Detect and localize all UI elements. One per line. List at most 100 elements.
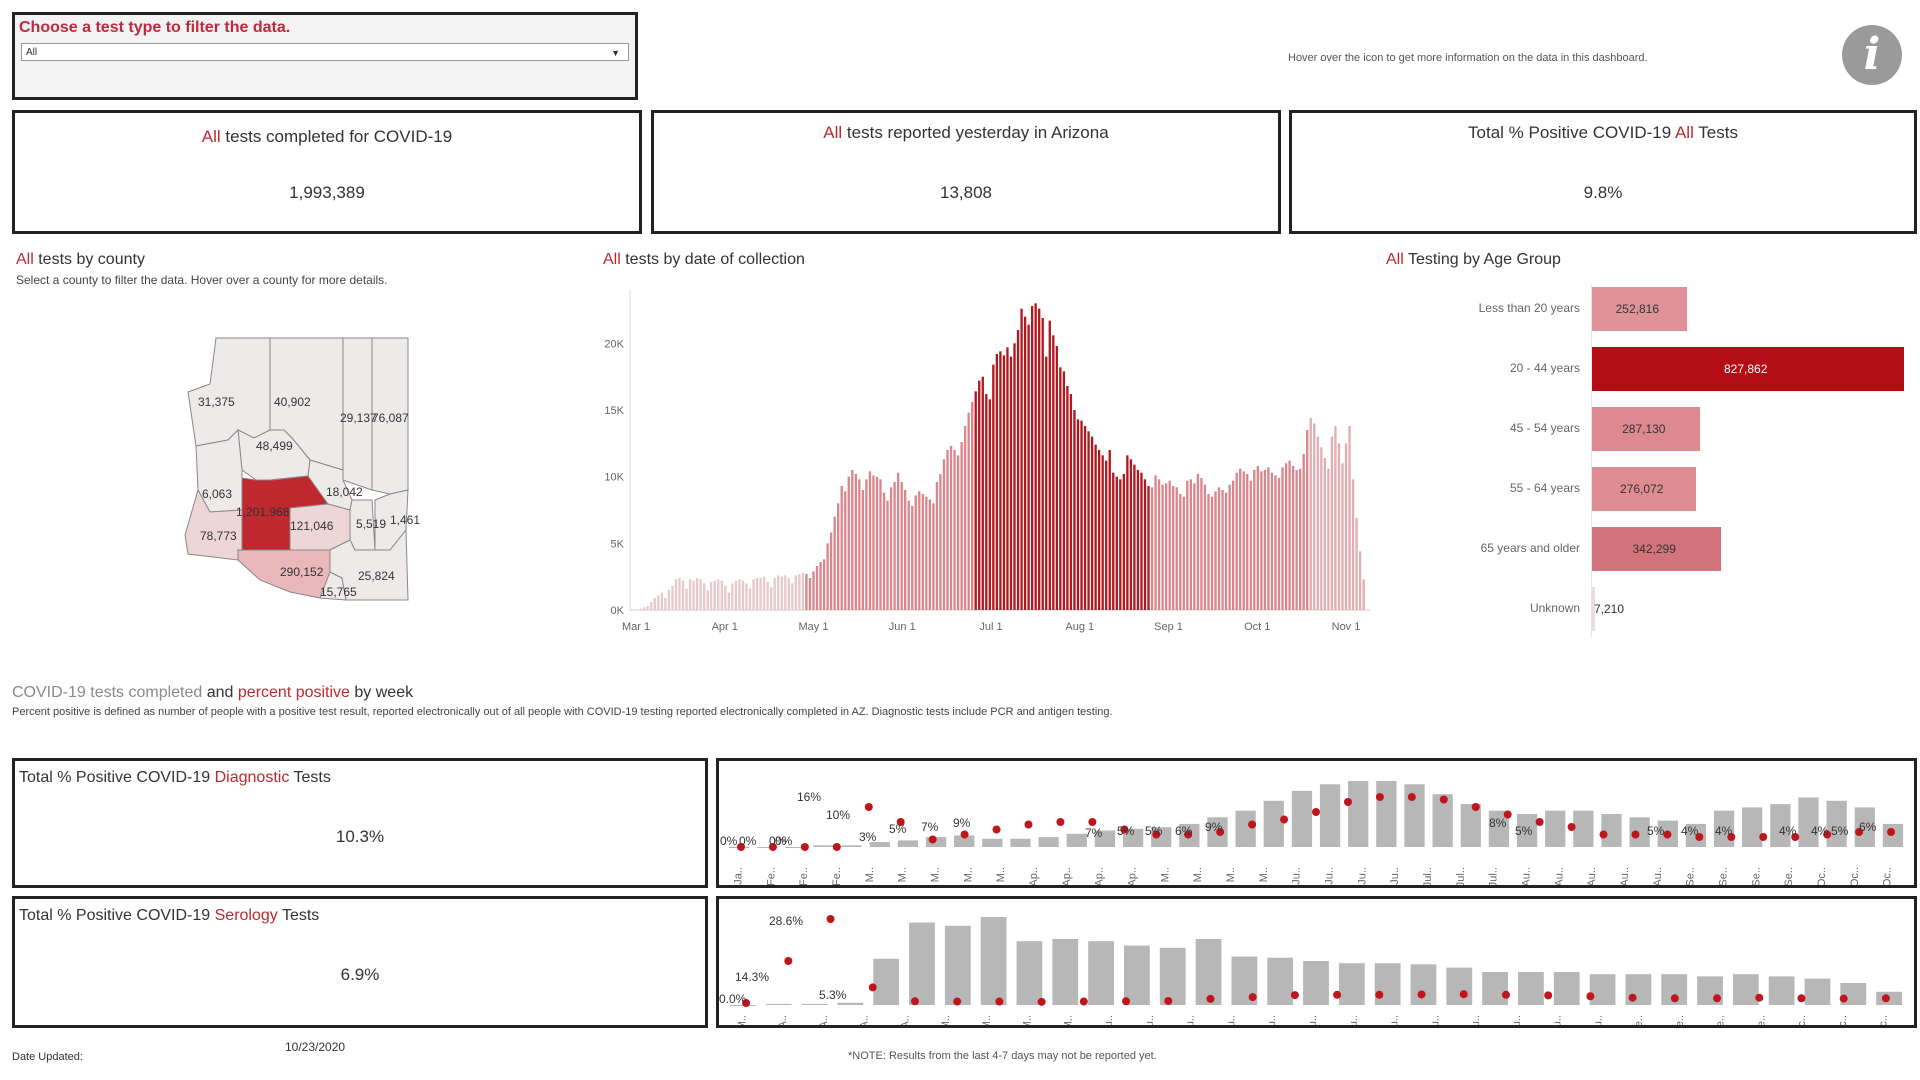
collection-bar[interactable] (1298, 468, 1302, 610)
collection-bar[interactable] (1147, 486, 1150, 610)
collection-bar[interactable] (710, 582, 713, 610)
weekly-test-bar[interactable] (1124, 945, 1150, 1005)
percent-positive-dot[interactable] (800, 843, 809, 851)
collection-bar[interactable] (1355, 518, 1358, 610)
percent-positive-dot[interactable] (1122, 997, 1131, 1006)
weekly-test-bar[interactable] (1319, 784, 1341, 847)
collection-bar[interactable] (879, 479, 882, 610)
collection-bar[interactable] (1270, 472, 1274, 610)
weekly-test-bar[interactable] (1742, 807, 1763, 847)
collection-bar[interactable] (734, 580, 738, 610)
collection-bar[interactable] (1281, 467, 1284, 610)
weekly-test-bar[interactable] (1122, 828, 1144, 847)
weekly-test-bar[interactable] (944, 925, 971, 1005)
percent-positive-dot[interactable] (1407, 793, 1416, 801)
collection-bar[interactable] (798, 574, 801, 610)
percent-positive-dot[interactable] (1695, 833, 1704, 841)
collection-bar[interactable] (967, 412, 970, 610)
collection-bar[interactable] (755, 578, 759, 610)
collection-bar[interactable] (1221, 490, 1224, 610)
percent-positive-dot[interactable] (1713, 994, 1722, 1003)
collection-bar[interactable] (826, 543, 829, 610)
collection-bar[interactable] (942, 459, 946, 610)
collection-bar[interactable] (1038, 308, 1041, 610)
collection-bar[interactable] (808, 578, 812, 610)
collection-bar[interactable] (1027, 324, 1030, 610)
percent-positive-dot[interactable] (1586, 992, 1595, 1001)
weekly-test-bar[interactable] (1016, 941, 1043, 1005)
weekly-test-bar[interactable] (873, 958, 900, 1005)
collection-bar[interactable] (650, 602, 653, 610)
collection-bar[interactable] (1210, 496, 1214, 610)
weekly-test-bar[interactable] (1066, 833, 1087, 847)
collection-bar[interactable] (1066, 386, 1069, 610)
percent-positive-dot[interactable] (1290, 991, 1299, 1000)
collection-bar[interactable] (858, 479, 861, 610)
collection-bar[interactable] (921, 494, 924, 610)
collection-bar[interactable] (1048, 320, 1051, 610)
age-group-bar[interactable] (1592, 287, 1688, 331)
weekly-test-bar[interactable] (765, 1003, 792, 1005)
percent-positive-dot[interactable] (1663, 830, 1672, 839)
collection-bar[interactable] (678, 578, 681, 610)
collection-bar[interactable] (985, 394, 988, 610)
weekly-test-bar[interactable] (1553, 972, 1580, 1005)
weekly-test-bar[interactable] (1088, 941, 1114, 1005)
collection-bar[interactable] (731, 583, 734, 610)
percent-positive-dot[interactable] (1567, 823, 1576, 831)
collection-bar[interactable] (999, 351, 1002, 610)
collection-bar[interactable] (1140, 472, 1143, 610)
collection-bar[interactable] (1348, 426, 1351, 610)
percent-positive-dot[interactable] (1755, 993, 1764, 1002)
percent-positive-dot[interactable] (1164, 996, 1173, 1005)
collection-bar[interactable] (1182, 496, 1185, 610)
collection-bar[interactable] (1316, 436, 1319, 610)
collection-bar[interactable] (1020, 308, 1023, 610)
collection-bar[interactable] (657, 595, 660, 610)
collection-bar[interactable] (752, 579, 755, 610)
collection-bar[interactable] (745, 583, 748, 610)
collection-bar[interactable] (865, 479, 868, 610)
collection-bar[interactable] (1189, 479, 1192, 610)
collection-bar[interactable] (1112, 472, 1115, 610)
chevron-down-icon[interactable]: ▼ (611, 48, 620, 58)
weekly-test-bar[interactable] (925, 837, 947, 847)
collection-bar[interactable] (643, 607, 646, 610)
collection-bar[interactable] (1288, 460, 1291, 610)
collection-bar[interactable] (1309, 418, 1312, 610)
weekly-test-bar[interactable] (1446, 967, 1473, 1005)
collection-bar[interactable] (1200, 478, 1203, 610)
collection-bar[interactable] (770, 587, 773, 610)
collection-bar[interactable] (812, 571, 815, 610)
weekly-test-bar[interactable] (1826, 800, 1847, 847)
collection-bar[interactable] (636, 609, 639, 610)
county-cochise[interactable] (329, 528, 409, 601)
collection-bar[interactable] (703, 583, 706, 610)
county-mohave[interactable] (187, 337, 271, 447)
percent-positive-dot[interactable] (1631, 830, 1640, 839)
age-group-bar[interactable] (1592, 467, 1697, 511)
collection-bar[interactable] (1196, 474, 1200, 610)
collection-bar[interactable] (1143, 479, 1147, 610)
weekly-test-bar[interactable] (1267, 957, 1294, 1005)
percent-positive-dot[interactable] (953, 997, 962, 1006)
collection-bar[interactable] (960, 442, 963, 610)
percent-positive-dot[interactable] (1628, 993, 1637, 1002)
percent-positive-dot[interactable] (1184, 830, 1193, 839)
age-group-bar[interactable] (1592, 347, 1904, 391)
weekly-test-bar[interactable] (1303, 961, 1329, 1005)
percent-positive-dot[interactable] (1312, 808, 1320, 816)
percent-positive-dot[interactable] (1759, 833, 1768, 841)
collection-bar[interactable] (1119, 479, 1122, 610)
percent-positive-dot[interactable] (1887, 828, 1896, 836)
collection-bar[interactable] (794, 575, 798, 610)
collection-chart[interactable]: 0K 5K 10K 15K 20K Mar 1 Apr 1 May 1 Jun 1 Jul 1 Au… (590, 280, 1390, 640)
weekly-test-bar[interactable] (1482, 972, 1508, 1005)
collection-bar[interactable] (1006, 347, 1009, 610)
collection-bar[interactable] (963, 426, 967, 610)
collection-bar[interactable] (1306, 430, 1309, 610)
collection-bar[interactable] (904, 490, 907, 610)
collection-bar[interactable] (1224, 492, 1228, 610)
weekly-test-bar[interactable] (954, 835, 975, 847)
collection-bar[interactable] (639, 608, 642, 610)
